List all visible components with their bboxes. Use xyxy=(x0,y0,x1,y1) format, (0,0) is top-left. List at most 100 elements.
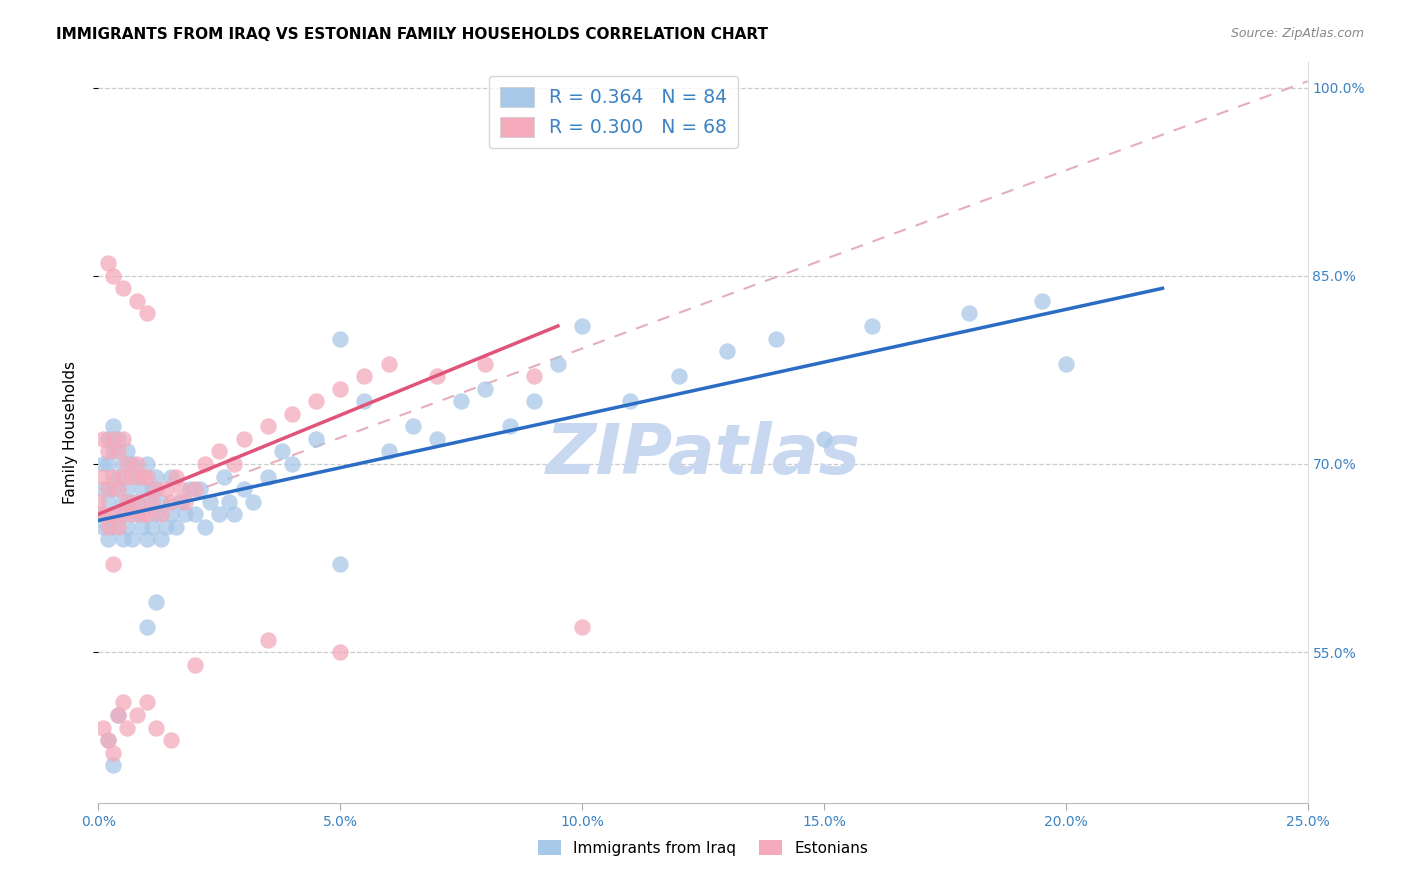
Point xyxy=(91,432,114,446)
Point xyxy=(91,482,114,496)
Point xyxy=(101,482,124,496)
Point xyxy=(135,457,157,471)
Point xyxy=(101,746,124,760)
Point xyxy=(121,494,143,508)
Point xyxy=(571,318,593,333)
Point xyxy=(91,721,114,735)
Point xyxy=(194,457,217,471)
Point xyxy=(135,533,157,547)
Point xyxy=(111,432,134,446)
Point xyxy=(450,394,472,409)
Point xyxy=(188,482,211,496)
Point xyxy=(426,432,449,446)
Point xyxy=(242,494,264,508)
Point xyxy=(184,482,207,496)
Point xyxy=(107,444,129,458)
Point xyxy=(131,482,153,496)
Point xyxy=(145,469,167,483)
Point xyxy=(232,432,254,446)
Point xyxy=(121,507,143,521)
Point xyxy=(174,494,197,508)
Point xyxy=(101,268,124,283)
Point xyxy=(150,507,173,521)
Point xyxy=(813,432,835,446)
Point xyxy=(619,394,641,409)
Point xyxy=(222,457,245,471)
Point xyxy=(127,507,149,521)
Point xyxy=(101,507,124,521)
Point xyxy=(141,482,163,496)
Point xyxy=(155,520,177,534)
Point xyxy=(117,482,139,496)
Point xyxy=(141,494,163,508)
Point xyxy=(523,369,546,384)
Point xyxy=(184,657,207,672)
Point xyxy=(135,695,157,709)
Text: ZIPatlas: ZIPatlas xyxy=(546,421,860,488)
Text: Source: ZipAtlas.com: Source: ZipAtlas.com xyxy=(1230,27,1364,40)
Point xyxy=(87,507,110,521)
Point xyxy=(155,482,177,496)
Point xyxy=(474,357,496,371)
Point xyxy=(160,469,183,483)
Point xyxy=(305,432,328,446)
Point xyxy=(127,469,149,483)
Point xyxy=(121,533,143,547)
Point xyxy=(194,520,217,534)
Point xyxy=(281,457,304,471)
Point xyxy=(97,256,120,270)
Y-axis label: Family Households: Family Households xyxy=(63,361,77,504)
Point xyxy=(165,520,187,534)
Point xyxy=(135,620,157,634)
Point xyxy=(426,369,449,384)
Point xyxy=(97,482,120,496)
Point xyxy=(117,494,139,508)
Point xyxy=(127,494,149,508)
Point xyxy=(111,695,134,709)
Point xyxy=(377,444,399,458)
Point xyxy=(160,494,183,508)
Point xyxy=(474,382,496,396)
Point xyxy=(101,758,124,772)
Point xyxy=(131,469,153,483)
Point xyxy=(107,708,129,723)
Point xyxy=(107,708,129,723)
Point xyxy=(145,507,167,521)
Point xyxy=(97,733,120,747)
Point xyxy=(222,507,245,521)
Point xyxy=(716,344,738,359)
Point xyxy=(208,444,231,458)
Point xyxy=(97,457,120,471)
Point xyxy=(184,507,207,521)
Point xyxy=(174,507,197,521)
Point xyxy=(169,482,191,496)
Point xyxy=(165,469,187,483)
Text: IMMIGRANTS FROM IRAQ VS ESTONIAN FAMILY HOUSEHOLDS CORRELATION CHART: IMMIGRANTS FROM IRAQ VS ESTONIAN FAMILY … xyxy=(56,27,768,42)
Point xyxy=(329,645,352,659)
Point xyxy=(117,444,139,458)
Point xyxy=(256,632,278,647)
Point xyxy=(121,469,143,483)
Point xyxy=(218,494,240,508)
Point xyxy=(101,419,124,434)
Point xyxy=(135,306,157,320)
Point xyxy=(97,533,120,547)
Point xyxy=(91,507,114,521)
Point xyxy=(547,357,569,371)
Point xyxy=(353,394,375,409)
Point xyxy=(107,432,129,446)
Point xyxy=(208,507,231,521)
Point xyxy=(1031,293,1053,308)
Point xyxy=(135,469,157,483)
Point xyxy=(145,721,167,735)
Point xyxy=(329,382,352,396)
Point xyxy=(668,369,690,384)
Point xyxy=(101,558,124,572)
Point xyxy=(402,419,425,434)
Point xyxy=(329,558,352,572)
Point xyxy=(169,494,191,508)
Point xyxy=(97,444,120,458)
Point xyxy=(117,721,139,735)
Point xyxy=(91,520,114,534)
Point xyxy=(145,595,167,609)
